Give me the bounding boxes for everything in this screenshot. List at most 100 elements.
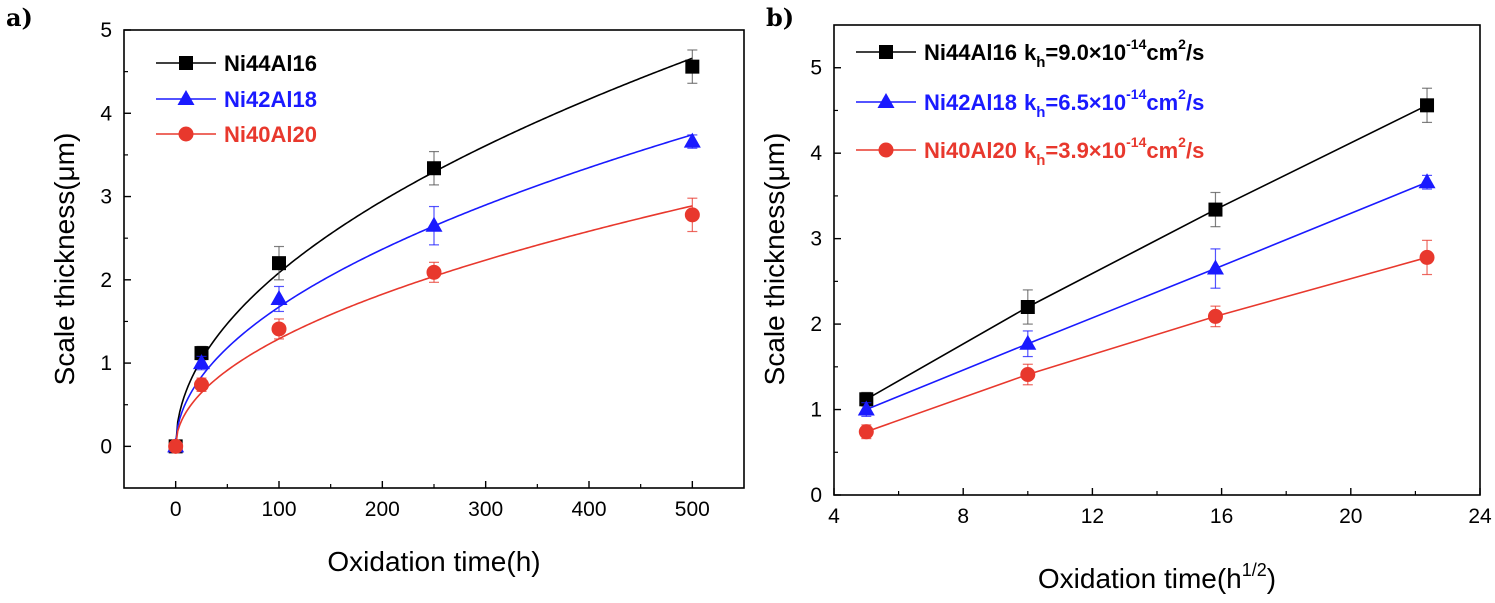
panel-a-y-axis-title: Scale thickness(μm) xyxy=(49,133,80,386)
b-legend-ni40al20-name: Ni40Al20 xyxy=(924,138,1017,163)
panel-b-y-axis-title: Scale thickness(μm) xyxy=(759,133,790,386)
a-x-tick-label: 500 xyxy=(675,498,710,521)
b-legend-ni44al16-kh: k xyxy=(1024,40,1037,65)
b-legend-ni42al18-name: Ni42Al18 xyxy=(924,90,1017,115)
a-y-tick-label: 3 xyxy=(100,186,112,209)
a-series-ni40al20-point xyxy=(271,321,287,337)
b-series-ni40al20-line xyxy=(866,256,1428,433)
b-x-tick-label: 4 xyxy=(828,505,840,528)
b-legend-ni40al20-kh: k xyxy=(1024,138,1037,163)
panel-a-data xyxy=(167,49,701,454)
b-legend-ni42al18-kh: k xyxy=(1024,90,1037,115)
a-y-tick-label: 5 xyxy=(100,19,112,42)
a-series-ni44al16-point xyxy=(685,59,700,74)
a-y-tick-label: 4 xyxy=(100,102,112,125)
b-series-ni44al16-line xyxy=(865,104,1428,400)
a-series-ni42al18-point xyxy=(683,132,701,148)
panel-b-label: b) xyxy=(766,3,794,32)
b-legend-ni42al18-kh-unit: cm xyxy=(1146,90,1178,115)
a-legend-ni40al20-marker xyxy=(178,126,194,142)
b-series-ni40al20-point xyxy=(1020,367,1036,383)
b-series-ni44al16-point xyxy=(1208,202,1223,217)
b-series-ni44al16-point xyxy=(1020,300,1035,314)
a-legend-ni42al18-marker xyxy=(177,90,195,105)
a-legend-ni42al18-label: Ni42Al18 xyxy=(224,87,317,112)
b-x-tick-label: 16 xyxy=(1210,505,1233,528)
b-series-ni40al20-point xyxy=(858,424,874,440)
a-x-tick-label: 0 xyxy=(170,498,182,521)
a-legend-ni44al16-marker xyxy=(179,56,193,70)
b-x-tick-label: 20 xyxy=(1339,505,1362,528)
b-x-tick-label: 12 xyxy=(1081,505,1104,528)
b-legend-ni40al20-marker xyxy=(878,142,894,158)
a-legend-ni40al20-label: Ni40Al20 xyxy=(224,122,317,147)
a-series-ni44al16-point xyxy=(272,256,286,271)
b-series-ni42al18-point xyxy=(1206,259,1224,275)
b-legend-ni44al16-kh-unit: cm xyxy=(1146,40,1178,65)
panel-a-x-axis-title: Oxidation time(h) xyxy=(327,546,540,577)
b-series-ni42al18-point xyxy=(1019,334,1037,350)
a-series-ni40al20-point xyxy=(684,207,700,223)
b-series-ni40al20-point xyxy=(1207,308,1223,324)
b-series-ni44al16-point xyxy=(1420,98,1435,113)
panel-b-x-axis-title-superscript: 1/2 xyxy=(1242,560,1267,580)
b-legend-ni42al18-kh-unit-exp: 2 xyxy=(1178,86,1186,102)
b-legend-ni44al16-kh-sub: h xyxy=(1036,54,1045,71)
b-series-ni42al18-point xyxy=(1418,173,1436,189)
b-series-ni40al20-point xyxy=(1419,249,1435,265)
panel-b-x-axis-title-end: ) xyxy=(1267,563,1276,594)
a-series-ni42al18-point xyxy=(193,354,210,370)
b-legend-ni40al20-kh-unit: cm xyxy=(1146,138,1178,163)
b-legend-ni40al20-kh-exp: -14 xyxy=(1126,134,1146,150)
b-x-tick-label: 24 xyxy=(1468,505,1492,528)
a-series-ni42al18-point xyxy=(425,216,443,232)
panel-a-plot-frame xyxy=(123,29,745,489)
b-legend-ni40al20-kh-unit-end: /s xyxy=(1186,138,1204,163)
b-legend-ni44al16-kh-value: =9.0×10 xyxy=(1045,40,1126,65)
a-legend-ni44al16-label: Ni44Al16 xyxy=(224,51,317,76)
a-series-ni44al16-line xyxy=(174,57,693,447)
a-x-tick-label: 300 xyxy=(468,498,503,521)
a-y-tick-label: 1 xyxy=(100,352,112,375)
b-legend-ni44al16-kh-unit-end: /s xyxy=(1186,40,1204,65)
b-legend-ni42al18-kh-exp: -14 xyxy=(1126,86,1146,102)
b-legend-ni44al16-kh-exp: -14 xyxy=(1126,36,1146,52)
b-legend-ni42al18-kh-unit-end: /s xyxy=(1186,90,1204,115)
b-legend-ni42al18-kh-value: =6.5×10 xyxy=(1045,90,1126,115)
b-y-tick-label: 1 xyxy=(810,399,822,422)
b-legend-ni44al16-label: Ni44Al16 kh=9.0×10-14cm2/s xyxy=(924,36,1204,71)
b-legend-ni40al20-kh-sub: h xyxy=(1036,152,1045,169)
a-y-tick-label: 0 xyxy=(100,435,112,458)
b-legend-ni44al16-name: Ni44Al16 xyxy=(924,40,1017,65)
b-x-tick-label: 8 xyxy=(957,505,969,528)
b-y-tick-label: 2 xyxy=(810,313,822,336)
b-legend-ni42al18-kh-sub: h xyxy=(1036,104,1045,121)
a-x-tick-label: 200 xyxy=(365,498,400,521)
b-series-ni42al18-line xyxy=(865,181,1428,411)
a-x-tick-label: 400 xyxy=(571,498,606,521)
panel-a-chart: a) 0 100 200 300 400 500 0 1 2 3 4 5 Oxidation time… xyxy=(6,3,745,577)
b-legend-ni44al16-kh-unit-exp: 2 xyxy=(1178,36,1186,52)
b-y-tick-label: 5 xyxy=(810,57,822,80)
b-legend-ni40al20-kh-unit-exp: 2 xyxy=(1178,134,1186,150)
a-y-tick-label: 2 xyxy=(100,269,112,292)
b-y-tick-label: 0 xyxy=(810,484,822,507)
panel-b-x-axis-title: Oxidation time(h1/2) xyxy=(1038,560,1276,594)
panel-a-label: a) xyxy=(6,3,33,32)
a-series-ni40al20-point xyxy=(426,264,442,280)
a-series-ni40al20-point xyxy=(168,438,184,454)
panel-a-axes: 0 100 200 300 400 500 0 1 2 3 4 5 xyxy=(100,19,710,521)
panel-a-legend: Ni44Al16 Ni42Al18 Ni40Al20 xyxy=(156,51,317,147)
a-series-ni40al20-point xyxy=(194,377,209,393)
a-series-ni44al16-point xyxy=(427,161,441,176)
a-series-ni42al18-point xyxy=(270,289,288,305)
panel-b-x-axis-title-main: Oxidation time(h xyxy=(1038,563,1242,594)
b-y-tick-label: 4 xyxy=(810,142,822,165)
b-series-ni42al18-point xyxy=(857,400,875,416)
b-legend-ni42al18-label: Ni42Al18 kh=6.5×10-14cm2/s xyxy=(924,86,1204,121)
b-legend-ni44al16-marker xyxy=(879,45,893,59)
